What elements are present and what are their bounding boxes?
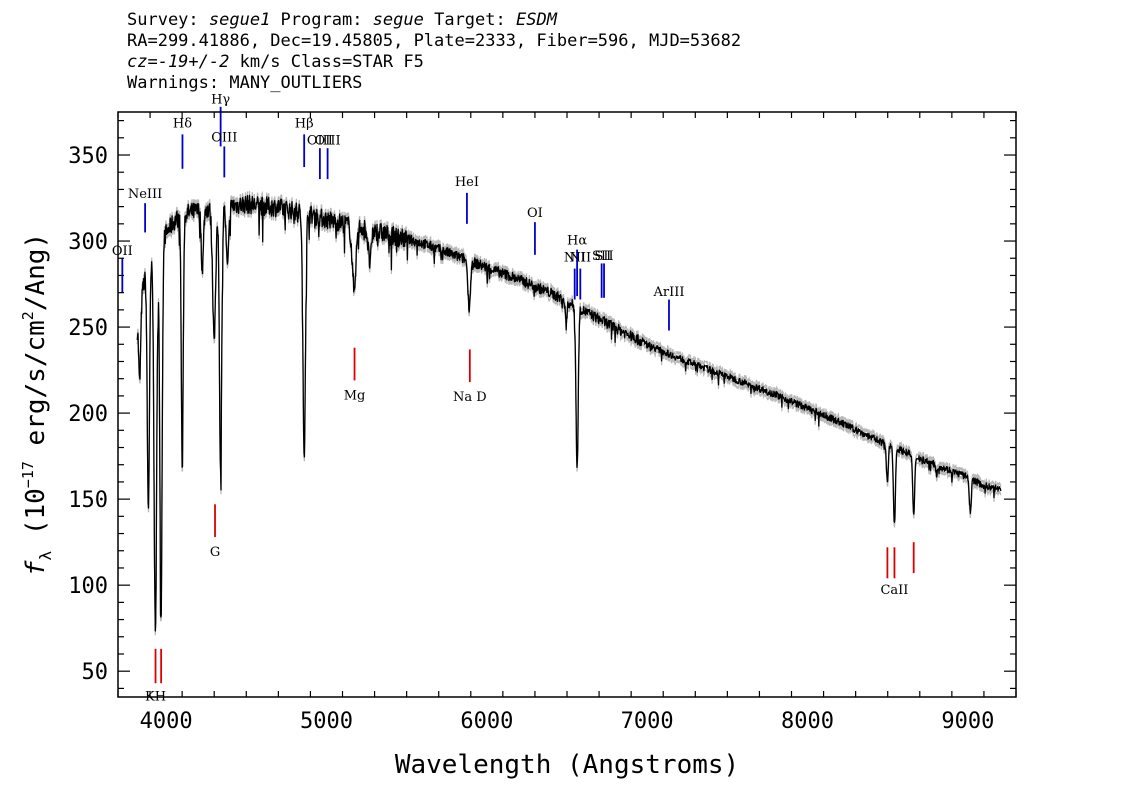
x-tick-label: 9000 <box>941 709 994 734</box>
x-tick-label: 6000 <box>460 709 513 734</box>
flux-series <box>136 194 1002 632</box>
emission-line-label: Hγ <box>211 92 230 107</box>
y-axis-title: fλ (10−17 erg/s/cm2/Ang) <box>19 233 55 576</box>
program-label: Program: <box>270 10 373 30</box>
emission-line-label: SII <box>594 249 613 264</box>
emission-line-label: Hα <box>567 233 587 248</box>
absorption-line-label: Na D <box>453 390 487 405</box>
y-tick-label: 250 <box>68 316 108 341</box>
emission-line-label: NeIII <box>128 187 162 202</box>
header-line-redshift: cz=-19+/-2 km/s Class=STAR F5 <box>127 52 741 73</box>
y-tick-label: 350 <box>68 144 108 169</box>
emission-line-label: NII <box>569 251 591 266</box>
x-tick-label: 4000 <box>140 709 193 734</box>
absorption-line-label: Mg <box>344 388 366 403</box>
emission-line-label: HeI <box>455 175 479 190</box>
x-tick-labels: 4000 5000 6000 7000 8000 9000 <box>140 709 995 734</box>
header-line-warnings: Warnings: MANY_OUTLIERS <box>127 73 363 93</box>
y-tick-labels: 50 100 150 200 250 300 350 <box>68 144 108 685</box>
emission-line-label: OII <box>112 244 133 259</box>
header-line-survey: Survey: segue1 Program: segue Target: ES… <box>127 10 741 31</box>
y-tick-label: 150 <box>68 488 108 513</box>
program-value: segue <box>372 10 424 30</box>
target-value: ESDM <box>515 10 557 30</box>
emission-line-label: Hδ <box>173 116 192 131</box>
survey-value: segue1 <box>208 10 271 30</box>
emission-line-label: ArIII <box>652 285 684 300</box>
emission-line-label: OI <box>527 206 543 221</box>
emission-line-label: OIII <box>315 134 341 149</box>
emission-line-label: OIII <box>211 130 237 145</box>
target-label: Target: <box>423 10 516 30</box>
redshift-value: cz=-19+/-2 <box>127 52 230 72</box>
spectrum-header: Survey: segue1 Program: segue Target: ES… <box>127 10 741 94</box>
survey-label: Survey: <box>127 10 209 30</box>
x-tick-label: 7000 <box>621 709 674 734</box>
y-tick-label: 200 <box>68 402 108 427</box>
emission-line-label: SII <box>592 249 611 264</box>
axis-ticks <box>117 112 1017 697</box>
x-axis-title: Wavelength (Angstroms) <box>395 750 739 780</box>
emission-line-label: NII <box>564 251 586 266</box>
x-tick-label: 8000 <box>781 709 834 734</box>
emission-line-label: OIII <box>307 134 333 149</box>
absorption-line-label: CaII <box>880 583 908 598</box>
emission-line-label: Hβ <box>295 116 314 131</box>
class-value: km/s Class=STAR F5 <box>229 52 424 72</box>
header-line-coordinates: RA=299.41886, Dec=19.45805, Plate=2333, … <box>127 31 742 51</box>
absorption-line-label: G <box>210 545 220 560</box>
x-tick-label: 5000 <box>300 709 353 734</box>
y-tick-label: 300 <box>68 230 108 255</box>
y-tick-label: 50 <box>82 660 109 685</box>
y-tick-label: 100 <box>68 574 108 599</box>
flux-line <box>136 194 1002 632</box>
